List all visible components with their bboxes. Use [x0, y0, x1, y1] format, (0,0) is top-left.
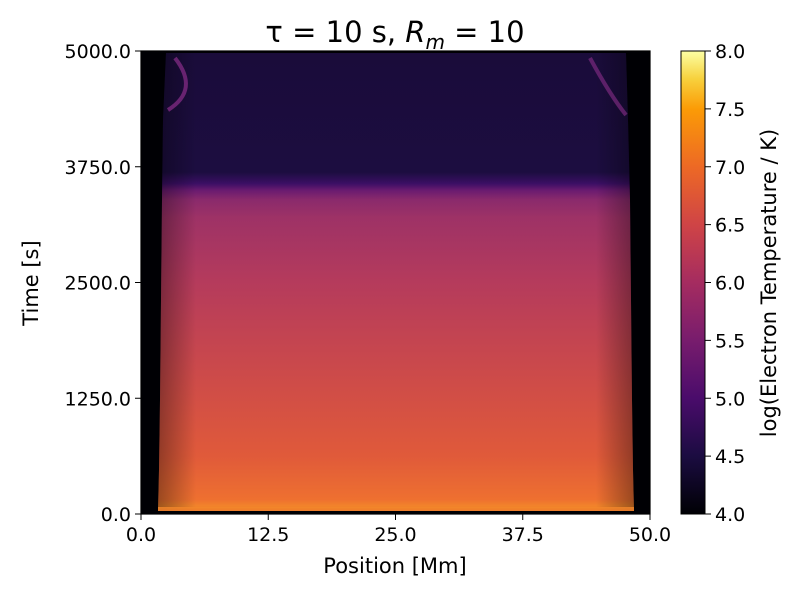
- heatmap-edge-shading: [158, 53, 634, 511]
- cbar-tick-label-0: 4.0: [715, 504, 745, 526]
- cbar-tick-label-6: 7.0: [715, 157, 745, 179]
- y-axis-label: Time [s]: [19, 240, 43, 326]
- x-axis-label: Position [Mm]: [323, 554, 466, 578]
- y-tick-label-1: 1250.0: [65, 388, 131, 410]
- x-tick-label-3: 37.5: [502, 524, 544, 546]
- colorbar-ticks: 4.0 4.5 5.0 5.5 6.0 6.5 7.0 7.5 8.0: [705, 41, 745, 526]
- cbar-tick-label-8: 8.0: [715, 41, 745, 63]
- cbar-tick-label-1: 4.5: [715, 446, 745, 468]
- y-tick-label-4: 5000.0: [65, 41, 131, 63]
- initial-band: [158, 507, 634, 511]
- hot-loop-left: [166, 56, 188, 112]
- x-tick-label-2: 25.0: [374, 524, 416, 546]
- cbar-tick-label-2: 5.0: [715, 388, 745, 410]
- chart-title: τ = 10 s, Rm = 10: [265, 15, 524, 54]
- y-tick-label-0: 0.0: [101, 504, 131, 526]
- cbar-tick-label-5: 6.5: [715, 215, 745, 237]
- colorbar-label: log(Electron Temperature / K): [757, 129, 781, 437]
- hot-loop-right: [588, 57, 628, 117]
- heatmap-area: [140, 50, 651, 515]
- colorbar-gradient: [681, 51, 705, 514]
- x-tick-label-1: 12.5: [247, 524, 289, 546]
- title-tail: = 10: [445, 15, 525, 49]
- x-tick-label-0: 0.0: [126, 524, 156, 546]
- title-lead: τ = 10 s,: [265, 15, 405, 49]
- y-tick-label-2: 2500.0: [65, 273, 131, 295]
- title-var: R: [405, 15, 425, 49]
- cbar-tick-label-3: 5.5: [715, 330, 745, 352]
- cbar-tick-label-7: 7.5: [715, 99, 745, 121]
- title-sub: m: [425, 30, 444, 54]
- y-axis-ticks: 0.0 1250.0 2500.0 3750.0 5000.0: [65, 41, 141, 526]
- colorbar: [680, 50, 706, 515]
- x-tick-label-4: 50.0: [629, 524, 671, 546]
- x-axis-ticks: 0.0 12.5 25.0 37.5 50.0: [126, 514, 671, 546]
- cbar-tick-label-4: 6.0: [715, 273, 745, 295]
- y-tick-label-3: 3750.0: [65, 157, 131, 179]
